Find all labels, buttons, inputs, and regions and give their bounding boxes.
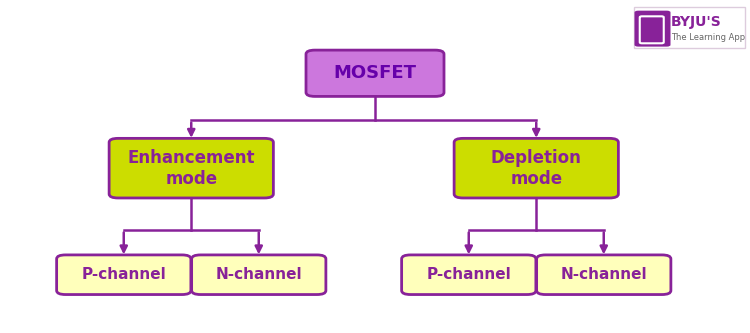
Text: BYJU'S: BYJU'S [671, 15, 722, 29]
Text: Enhancement
mode: Enhancement mode [128, 149, 255, 187]
FancyBboxPatch shape [634, 11, 670, 47]
Text: P-channel: P-channel [426, 267, 512, 282]
FancyBboxPatch shape [57, 255, 190, 294]
Text: N-channel: N-channel [215, 267, 302, 282]
Text: P-channel: P-channel [81, 267, 166, 282]
Text: Depletion
mode: Depletion mode [490, 149, 582, 187]
FancyBboxPatch shape [454, 139, 618, 198]
Text: The Learning App: The Learning App [671, 33, 746, 42]
Text: N-channel: N-channel [560, 267, 647, 282]
FancyBboxPatch shape [191, 255, 326, 294]
FancyBboxPatch shape [306, 50, 444, 97]
FancyBboxPatch shape [402, 255, 536, 294]
FancyBboxPatch shape [537, 255, 670, 294]
FancyBboxPatch shape [640, 16, 664, 43]
FancyBboxPatch shape [634, 7, 745, 48]
Text: MOSFET: MOSFET [334, 64, 416, 82]
FancyBboxPatch shape [109, 139, 273, 198]
